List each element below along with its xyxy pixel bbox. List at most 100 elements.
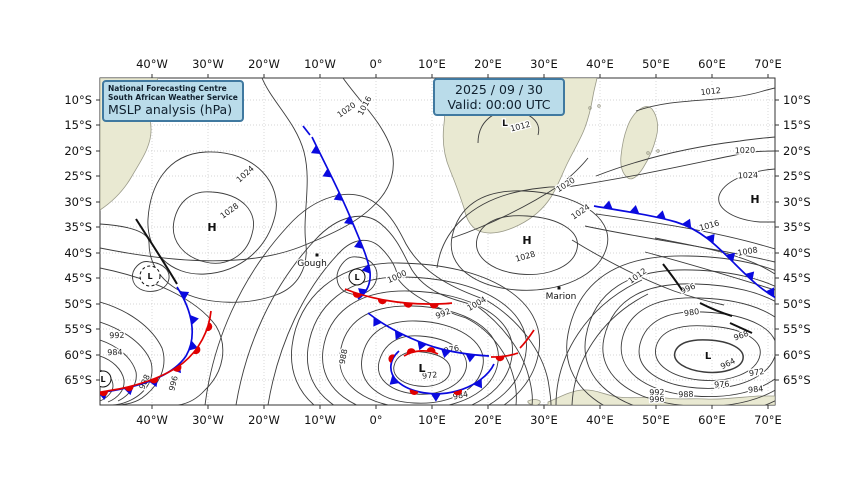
- warm-front-semicircle: [377, 298, 387, 305]
- landmass-madagascar: [620, 106, 659, 180]
- warm-front-semicircle: [406, 348, 416, 354]
- isobar-label: 992: [649, 388, 665, 398]
- pressure-center-circle: [348, 268, 366, 286]
- island-dot: [646, 151, 650, 155]
- lat-label-left: 60°S: [64, 348, 92, 362]
- lon-label-top: 0°: [369, 57, 382, 71]
- lat-label-right: 65°S: [783, 373, 811, 387]
- warm-front-semicircle: [124, 385, 134, 392]
- lon-label-bottom: 30°E: [530, 413, 558, 427]
- lon-label-bottom: 70°E: [754, 413, 782, 427]
- isobar-line: [336, 256, 378, 295]
- isobar-label: 1020: [735, 146, 756, 156]
- isobar-line: [555, 279, 643, 405]
- isobar-label: 976: [714, 379, 730, 389]
- isobar-line: [571, 293, 649, 405]
- isobar-line: [655, 325, 761, 381]
- lon-label-bottom: 20°E: [474, 413, 502, 427]
- isobar-line: [620, 297, 775, 397]
- isobar-line: [235, 215, 533, 405]
- lat-label-right: 20°S: [783, 144, 811, 158]
- front-trough: [729, 322, 753, 334]
- title-line3: MSLP analysis (hPa): [108, 102, 233, 117]
- cold-front-triangle: [725, 252, 736, 262]
- lat-label-left: 10°S: [64, 93, 92, 107]
- cold-front-triangle: [765, 287, 775, 297]
- title-box: National Forecasting Centre South Africa…: [102, 80, 244, 122]
- isobar-label: 992: [109, 331, 125, 341]
- isobar-line: [673, 339, 744, 374]
- lat-label-right: 25°S: [783, 169, 811, 183]
- isobar-line: [100, 267, 224, 405]
- cold-front-triangle: [361, 263, 371, 274]
- isobar-line: [322, 290, 513, 405]
- lon-label-top: 50°E: [642, 57, 670, 71]
- warm-front-semicircle: [100, 390, 108, 397]
- lat-label-right: 50°S: [783, 297, 811, 311]
- lon-label-bottom: 10°E: [418, 413, 446, 427]
- isobar-line: [571, 239, 725, 306]
- cold-front-triangle: [682, 218, 692, 229]
- cold-front-triangle: [473, 378, 483, 389]
- pressure-center-H: H: [207, 221, 216, 234]
- title-line2: South African Weather Service: [108, 93, 238, 102]
- warm-front-semicircle: [173, 364, 182, 372]
- isobar-line: [291, 262, 540, 405]
- lon-label-bottom: 40°W: [136, 413, 168, 427]
- warm-front-semicircle: [409, 389, 419, 395]
- station-dot: [557, 286, 561, 290]
- island-dot: [597, 104, 601, 108]
- isobar-line: [306, 276, 527, 405]
- front-cold: [593, 205, 775, 299]
- lon-label-bottom: 10°W: [304, 413, 336, 427]
- front-line-red: [519, 329, 535, 349]
- isobar-line: [566, 255, 775, 405]
- front-trough: [662, 263, 683, 291]
- lon-label-top: 40°W: [136, 57, 168, 71]
- lat-label-right: 40°S: [783, 246, 811, 260]
- lon-label-top: 20°E: [474, 57, 502, 71]
- lat-label-left: 25°S: [64, 169, 92, 183]
- cold-front-triangle: [394, 330, 404, 340]
- isobar-line: [100, 78, 308, 303]
- pressure-center-H: H: [750, 193, 759, 206]
- cold-front-triangle: [333, 191, 344, 201]
- pressure-center-L: L: [705, 351, 712, 362]
- cold-front-triangle: [417, 340, 427, 351]
- warm-front-semicircle: [193, 346, 201, 355]
- isobar-label: 1012: [700, 86, 721, 97]
- isobar-line: [644, 251, 775, 291]
- isobar-line: [147, 151, 277, 275]
- pressure-center-L: L: [147, 272, 152, 281]
- isobar-label: 984: [107, 348, 123, 358]
- lat-label-left: 45°S: [64, 271, 92, 285]
- lon-label-bottom: 50°E: [642, 413, 670, 427]
- warm-front-semicircle: [403, 302, 413, 308]
- cold-front-triangle: [745, 271, 755, 281]
- isobar-line: [718, 168, 775, 223]
- isobar-label: 988: [338, 348, 350, 365]
- cold-front-triangle: [179, 291, 190, 301]
- pressure-center-H: H: [522, 234, 531, 247]
- isobar-line: [361, 320, 484, 404]
- lat-label-left: 40°S: [64, 246, 92, 260]
- lat-label-left: 35°S: [64, 220, 92, 234]
- warm-front-semicircle: [352, 292, 362, 298]
- lon-label-top: 30°W: [192, 57, 224, 71]
- station-label: Marion: [546, 292, 577, 302]
- isobar-line: [100, 355, 125, 403]
- front-warm: [344, 288, 453, 305]
- pressure-center-L: L: [502, 119, 508, 129]
- map-frame: [99, 77, 776, 406]
- lon-label-top: 30°E: [530, 57, 558, 71]
- front-occluded: [390, 350, 495, 395]
- cold-front-triangle: [344, 215, 354, 225]
- lat-label-right: 10°S: [783, 93, 811, 107]
- lat-label-left: 15°S: [64, 118, 92, 132]
- warm-front-semicircle: [426, 347, 436, 353]
- lon-label-top: 10°W: [304, 57, 336, 71]
- isobar-label: 972: [422, 370, 438, 381]
- cold-front-triangle: [629, 205, 640, 214]
